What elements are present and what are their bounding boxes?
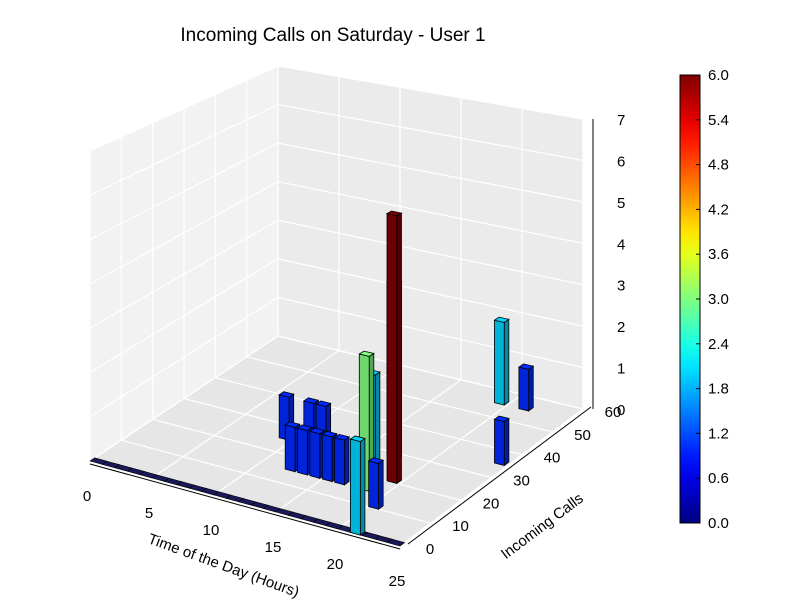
chart-title: Incoming Calls on Saturday - User 1 — [180, 25, 485, 46]
z-tick-label: 5 — [617, 195, 625, 212]
x-tick-label: 25 — [389, 573, 406, 590]
y-tick-label: 10 — [452, 518, 469, 535]
y-tick-label: 40 — [544, 450, 561, 467]
bar-side — [360, 438, 365, 535]
bar-side — [375, 372, 380, 463]
y-tick-label: 50 — [574, 427, 591, 444]
x-tick-label: 0 — [83, 488, 91, 505]
z-tick-label: 1 — [617, 361, 625, 378]
colorbar-tick-label: 5.4 — [708, 112, 729, 129]
z-tick-label: 4 — [617, 236, 625, 253]
bar-side — [344, 437, 349, 485]
z-tick-label: 6 — [617, 153, 625, 170]
bar-front — [494, 320, 504, 405]
bar-24-35 — [494, 416, 508, 465]
bar-front — [387, 214, 397, 484]
bar-front — [350, 439, 360, 535]
bar-16-15 — [335, 434, 349, 484]
z-tick-label: 0 — [617, 402, 625, 419]
bar-front — [322, 434, 332, 481]
bar-front — [335, 438, 345, 485]
bar-front — [369, 461, 379, 509]
x-tick-label: 15 — [265, 539, 282, 556]
bar-20-10 — [369, 458, 383, 509]
colorbar-tick-label: 3.6 — [708, 246, 729, 263]
bar-front — [519, 367, 529, 411]
colorbar-tick-label: 4.2 — [708, 201, 729, 218]
colorbar-tick-label: 1.2 — [708, 425, 729, 442]
z-tick-label: 3 — [617, 278, 625, 295]
z-tick-label: 2 — [617, 319, 625, 336]
colorbar-tick-label: 6.0 — [708, 67, 729, 84]
colorbar-tick-label: 1.8 — [708, 381, 729, 398]
colorbar-tick-label: 2.4 — [708, 336, 729, 353]
y-axis-label: Incoming Calls — [498, 490, 587, 563]
y-tick-label: 0 — [426, 541, 434, 558]
colorbar-tick-label: 0.6 — [708, 470, 729, 487]
bar-side — [397, 213, 402, 483]
bar-front — [298, 428, 308, 475]
bar-front — [310, 431, 320, 478]
bar-19-20 — [387, 211, 401, 483]
bar-front — [494, 419, 504, 465]
bar-front — [285, 425, 295, 472]
y-tick-label: 30 — [513, 473, 530, 490]
colorbar: 0.0 0.6 1.2 1.8 2.4 3.0 3.6 4.2 4.8 5.4 6.0 — [680, 67, 729, 532]
bar-side — [529, 366, 534, 411]
bar-21-55 — [519, 364, 533, 411]
bar-side — [504, 319, 509, 405]
bar-side — [504, 418, 509, 465]
bar-side — [379, 460, 384, 509]
x-tick-label: 20 — [327, 556, 344, 573]
bar-19-55 — [494, 317, 508, 405]
colorbar-tick-label: 0.0 — [708, 515, 729, 532]
colorbar-tick-label: 4.8 — [708, 157, 729, 174]
x-tick-label: 5 — [145, 505, 153, 522]
colorbar-tick-label: 3.0 — [708, 291, 729, 308]
z-tick-label: 7 — [617, 112, 625, 129]
y-tick-label: 20 — [483, 495, 500, 512]
bar-21-0 — [350, 436, 365, 535]
x-tick-label: 10 — [203, 522, 220, 539]
